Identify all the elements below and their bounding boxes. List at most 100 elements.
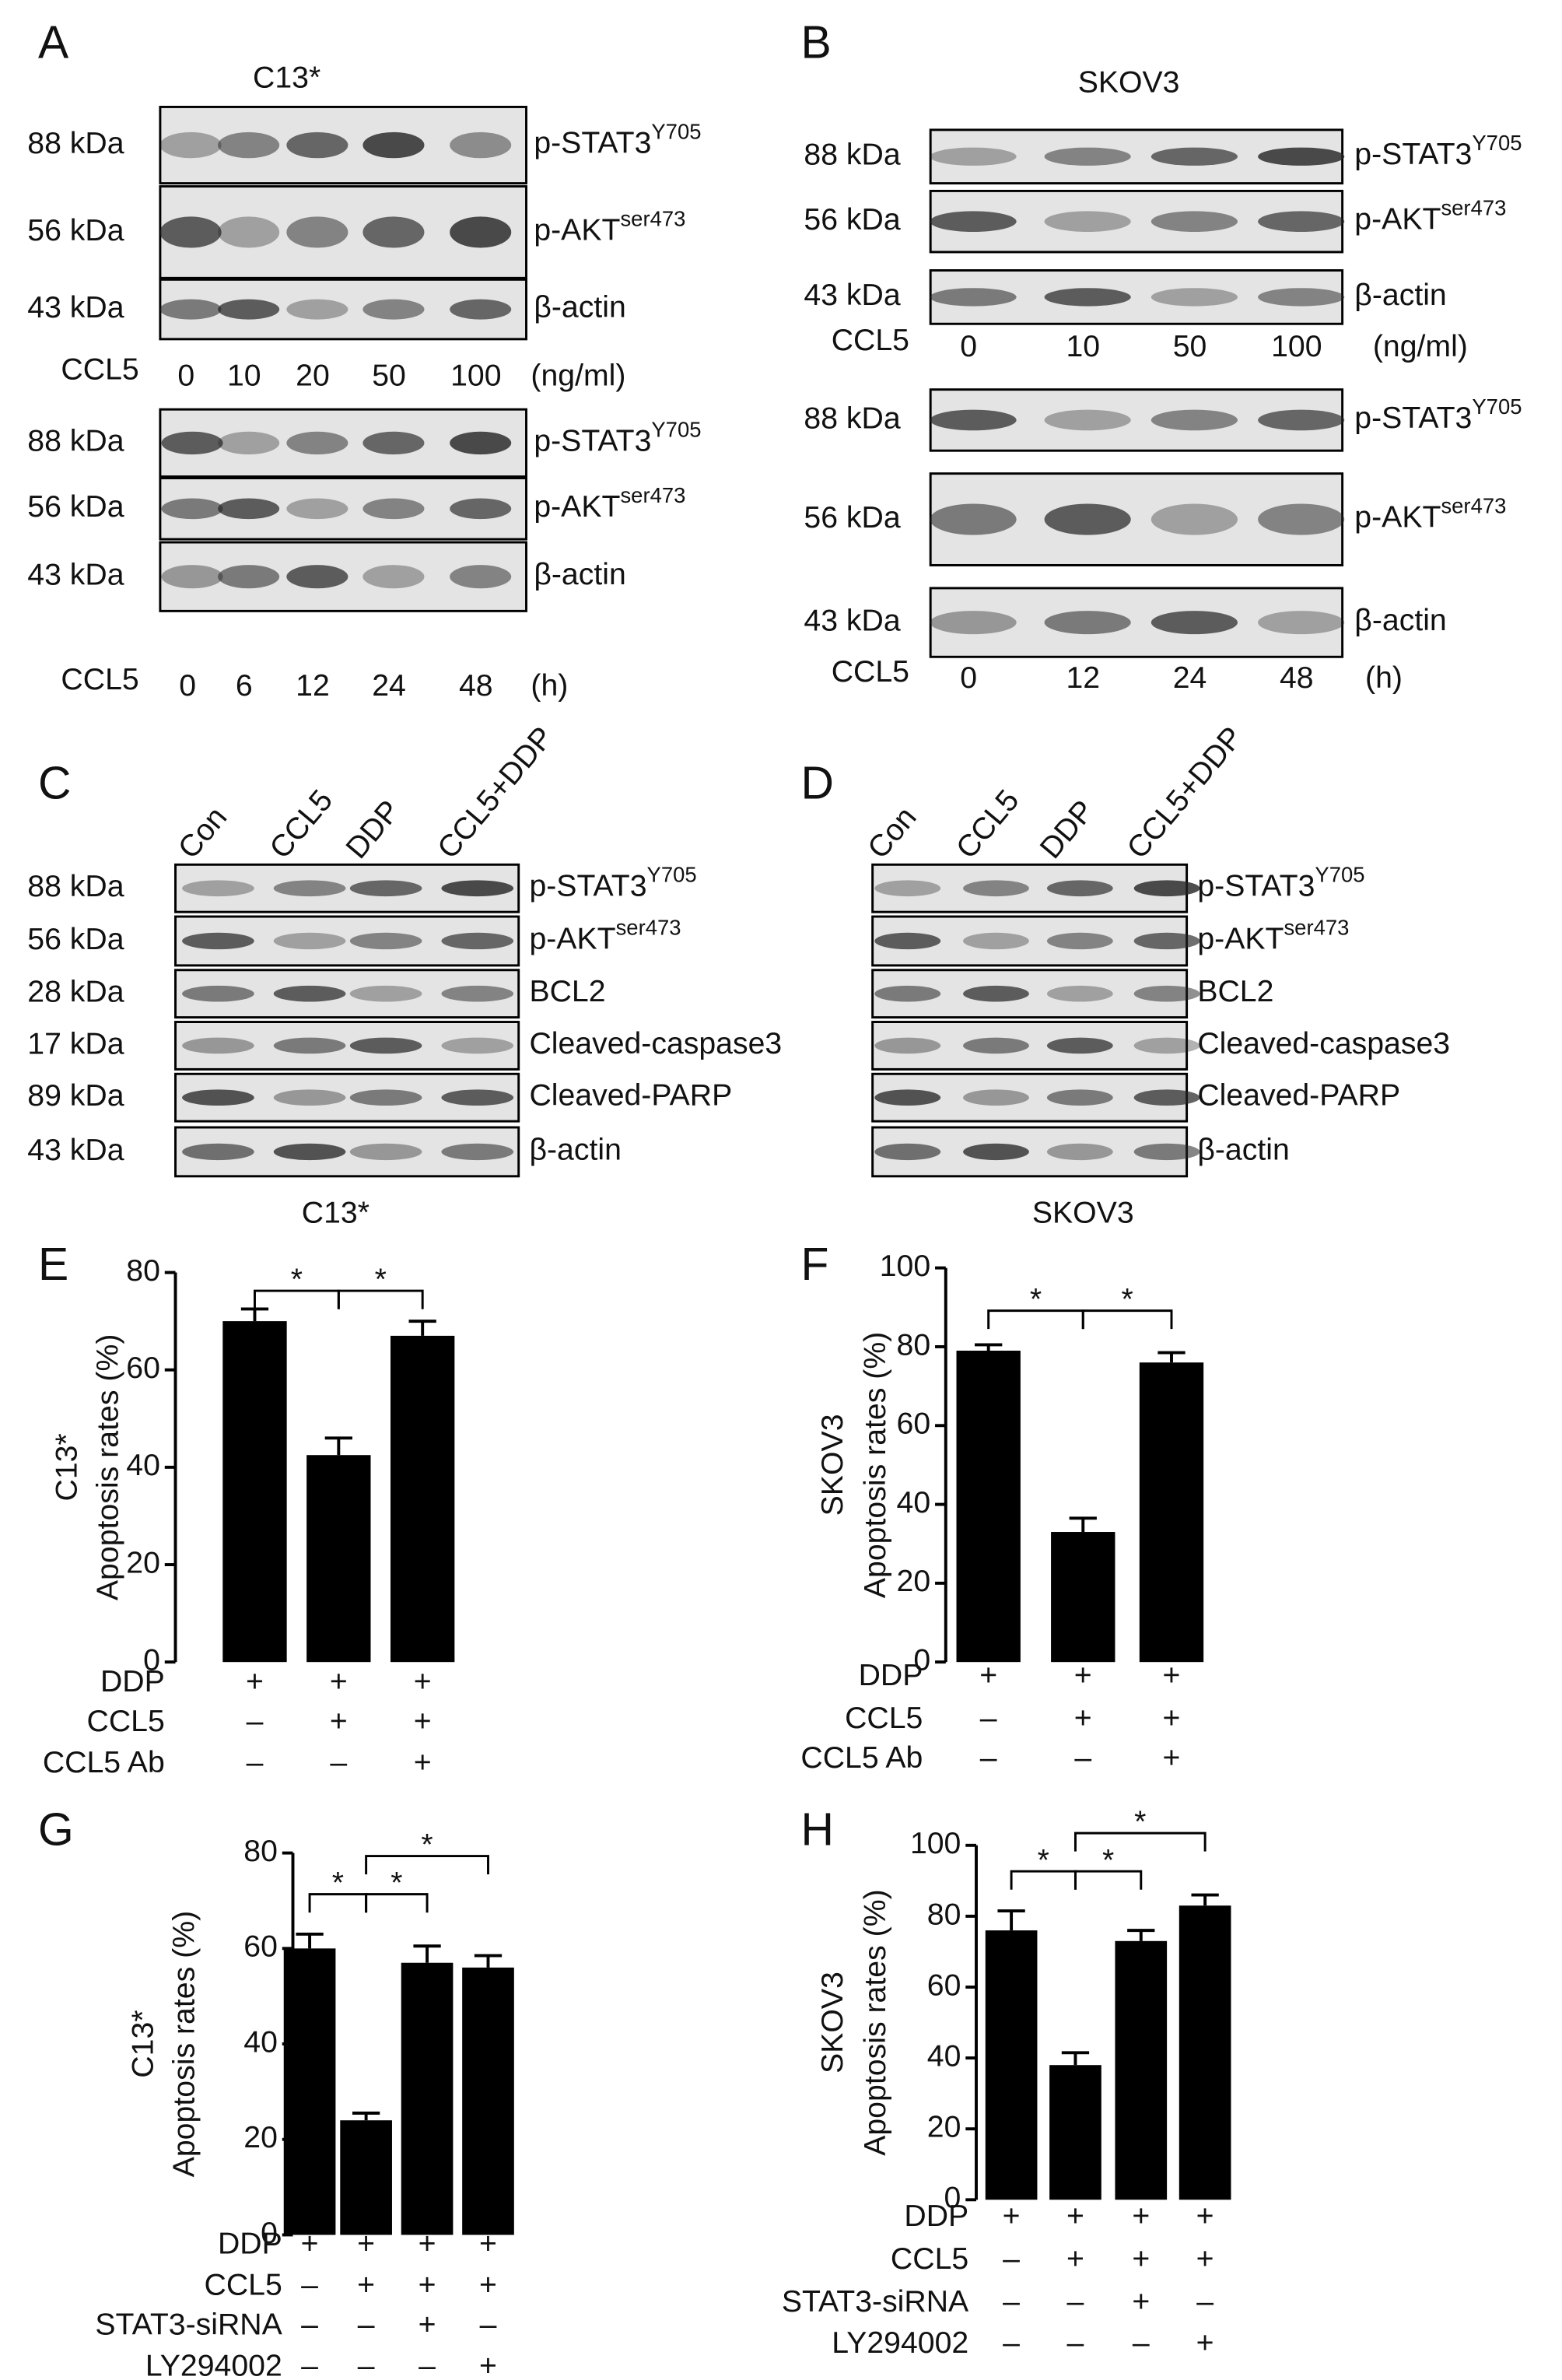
protein-label: p-STAT3Y705: [529, 862, 696, 903]
lane-label: 50: [372, 358, 406, 392]
protein-label: β-actin: [534, 558, 625, 592]
treatment-sign: –: [1003, 2326, 1020, 2360]
y-axis-label: Apoptosis rates (%): [858, 1332, 892, 1599]
band: [362, 216, 425, 248]
treatment-sign: +: [414, 1664, 432, 1698]
lane-label: 6: [236, 668, 253, 703]
lane-label: 100: [1271, 329, 1322, 363]
y-tick-label: 80: [897, 1327, 931, 1362]
bar: [306, 1455, 371, 1663]
protein-label: p-AKTser473: [1197, 915, 1349, 956]
significance-star: *: [1038, 1843, 1049, 1877]
treatment-sign: –: [1067, 2326, 1084, 2360]
treatment-label: CCL5: [61, 352, 138, 386]
protein-name: Cleaved-caspase3: [1197, 1026, 1450, 1060]
protein-name: p-STAT3: [1354, 138, 1472, 172]
kda-label: 43 kDa: [804, 278, 900, 312]
treatment-label: CCL5: [61, 662, 138, 696]
protein-name: β-actin: [534, 290, 625, 324]
significance-star: *: [1121, 1282, 1133, 1316]
treatment-sign: +: [1066, 2242, 1084, 2276]
band: [1150, 288, 1238, 307]
band: [218, 131, 280, 159]
y-tick-label: 0: [261, 2216, 278, 2250]
lane-label: 20: [296, 358, 330, 392]
treatment-sign: +: [1196, 2199, 1214, 2233]
y-tick-label: 100: [880, 1249, 930, 1283]
y-tick-label: 40: [897, 1485, 931, 1519]
chart-title: C13*: [302, 1195, 369, 1229]
blot-strip: [174, 1021, 520, 1071]
protein-site: Y705: [1472, 394, 1522, 419]
band: [1258, 611, 1345, 635]
unit-label: (ng/ml): [531, 358, 625, 392]
treatment-sign: +: [419, 2268, 436, 2302]
band: [874, 1143, 941, 1161]
band: [286, 565, 348, 589]
band: [874, 932, 941, 950]
band: [273, 985, 346, 1002]
band: [1133, 1143, 1200, 1161]
treatment-sign: +: [479, 2268, 497, 2302]
protein-name: p-AKT: [1354, 500, 1441, 535]
band: [441, 985, 514, 1002]
protein-label: β-actin: [529, 1133, 621, 1167]
band: [1046, 880, 1113, 897]
treatment-sign: –: [480, 2308, 497, 2342]
significance-star: *: [1030, 1282, 1042, 1316]
unit-label: (h): [531, 668, 568, 703]
treatment-sign: –: [980, 1701, 997, 1735]
treatment-sign: +: [1074, 1658, 1092, 1692]
treatment-label: CCL5: [832, 323, 909, 357]
band: [963, 1037, 1029, 1054]
treatment-name: LY294002: [832, 2326, 968, 2360]
band: [349, 1037, 422, 1054]
panel-title: SKOV3: [1078, 65, 1180, 99]
treatment-name: CCL5: [891, 2242, 968, 2276]
treatment-sign: +: [414, 1704, 432, 1738]
band: [1150, 611, 1238, 635]
protein-site: Y705: [651, 417, 701, 441]
y-tick-label: 20: [126, 1545, 160, 1579]
treatment-sign: –: [358, 2349, 375, 2380]
kda-label: 88 kDa: [27, 424, 124, 458]
panel-letter: C: [38, 759, 71, 809]
treatment-sign: +: [1196, 2242, 1214, 2276]
treatment-name: CCL5: [845, 1701, 923, 1735]
y-tick-label: 40: [927, 2038, 961, 2073]
significance-bracket: [365, 1855, 489, 1875]
panel-letter: B: [800, 17, 831, 68]
band: [963, 880, 1029, 897]
protein-name: BCL2: [529, 975, 605, 1009]
protein-label: p-AKTser473: [529, 915, 681, 956]
kda-label: 43 kDa: [27, 1133, 124, 1167]
band: [930, 611, 1017, 635]
band: [450, 299, 512, 320]
y-tick-label: 0: [143, 1643, 160, 1677]
band: [218, 498, 280, 520]
blot-strip: [871, 1021, 1189, 1071]
y-tick-label: 0: [913, 1643, 930, 1677]
kda-label: 88 kDa: [804, 138, 900, 172]
band: [286, 131, 348, 159]
band: [159, 131, 222, 159]
band: [349, 880, 422, 897]
y-tick-label: 40: [126, 1448, 160, 1482]
lane-label: DDP: [1033, 794, 1101, 865]
lane-label: Con: [861, 800, 923, 864]
panel-title: C13*: [253, 60, 320, 94]
treatment-name: STAT3-siRNA: [782, 2284, 969, 2319]
bar: [283, 1948, 336, 2235]
band: [1044, 211, 1131, 233]
protein-label: β-actin: [534, 290, 625, 324]
protein-site: Y705: [1315, 862, 1364, 886]
treatment-sign: +: [479, 2227, 497, 2261]
significance-star: *: [421, 1828, 433, 1862]
band: [450, 131, 512, 159]
protein-label: β-actin: [1354, 603, 1446, 637]
protein-name: p-AKT: [1197, 922, 1284, 956]
significance-bracket: [1073, 1831, 1207, 1852]
y-axis-label: C13*: [50, 1433, 84, 1501]
band: [963, 985, 1029, 1002]
